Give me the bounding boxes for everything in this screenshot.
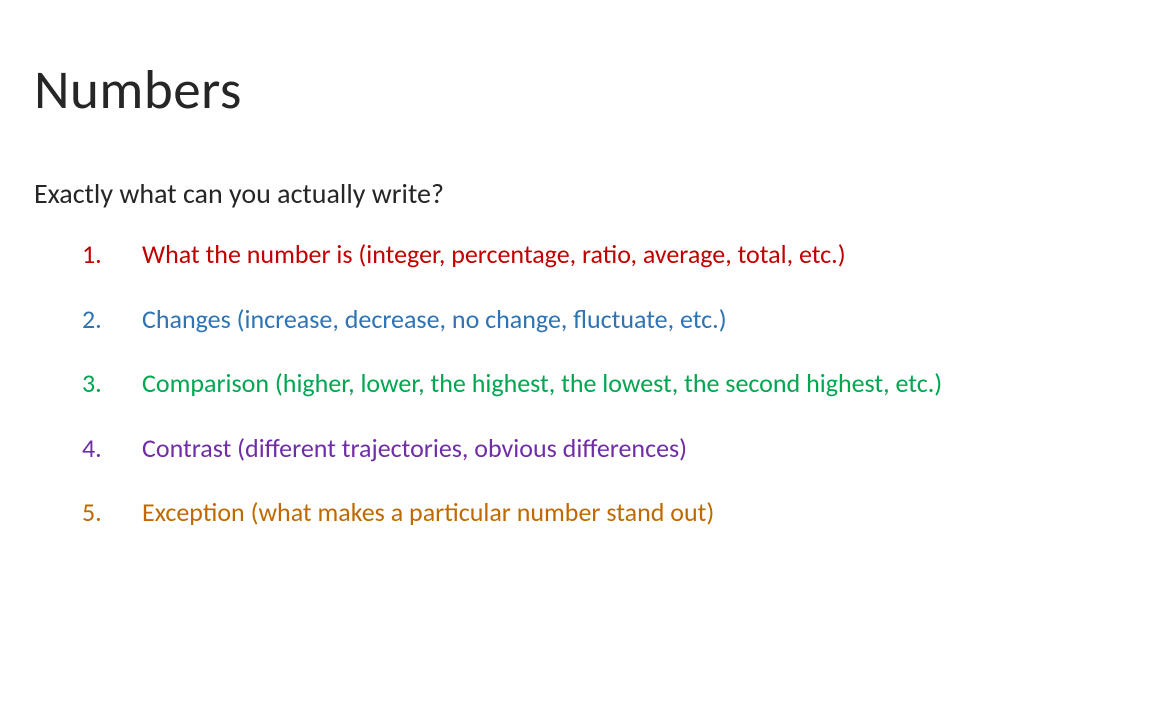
list-item-text: Comparison (higher, lower, the highest, … — [142, 367, 1116, 400]
list-item-text: Changes (increase, decrease, no change, … — [142, 303, 1116, 336]
list-item: 1. What the number is (integer, percenta… — [82, 238, 1116, 271]
list-item-number: 5. — [82, 496, 120, 529]
slide-subtitle: Exactly what can you actually write? — [34, 177, 1116, 211]
list-item: 5. Exception (what makes a particular nu… — [82, 496, 1116, 529]
list-item-text: What the number is (integer, percentage,… — [142, 238, 1116, 271]
list-item-number: 3. — [82, 367, 120, 400]
points-list: 1. What the number is (integer, percenta… — [34, 238, 1116, 529]
list-item: 3. Comparison (higher, lower, the highes… — [82, 367, 1116, 400]
list-item-text: Exception (what makes a particular numbe… — [142, 496, 1116, 529]
list-item: 4. Contrast (different trajectories, obv… — [82, 432, 1116, 465]
slide: Numbers Exactly what can you actually wr… — [0, 0, 1150, 719]
list-item: 2. Changes (increase, decrease, no chang… — [82, 303, 1116, 336]
list-item-number: 2. — [82, 303, 120, 336]
list-item-text: Contrast (different trajectories, obviou… — [142, 432, 1116, 465]
list-item-number: 4. — [82, 432, 120, 465]
slide-title: Numbers — [34, 60, 1116, 121]
list-item-number: 1. — [82, 238, 120, 271]
